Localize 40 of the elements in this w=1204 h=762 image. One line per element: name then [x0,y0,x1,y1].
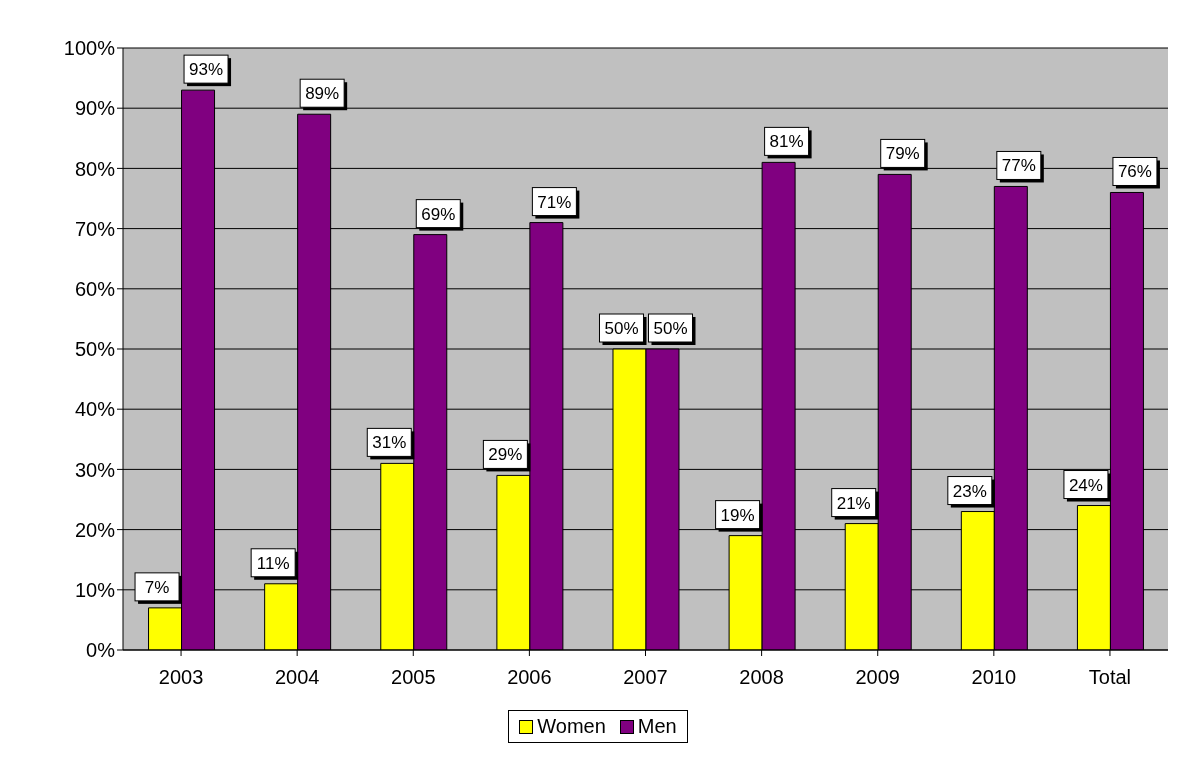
y-tick-label: 80% [74,157,116,180]
data-label: 19% [720,505,755,525]
y-tick-label: 40% [74,398,116,421]
y-tick-label: 10% [74,578,116,601]
data-label: 21% [836,493,871,513]
data-label: 89% [305,84,340,104]
data-label: 7% [144,577,170,597]
y-tick-label: 0% [86,639,116,662]
data-label: 24% [1068,475,1103,495]
data-label: 71% [537,192,572,212]
x-tick-label: Total [1088,666,1132,689]
data-label: 11% [256,553,290,573]
data-label: 29% [488,445,523,465]
y-tick-label: 30% [74,458,116,481]
data-label: 23% [952,481,987,501]
x-tick-label: 2005 [391,666,436,689]
data-label: 50% [604,319,639,338]
x-tick-label: 2009 [855,666,900,689]
data-label: 50% [653,319,688,338]
x-tick-label: 2004 [274,666,320,689]
x-tick-label: 2010 [971,666,1017,689]
y-tick-label: 60% [74,277,116,300]
data-label: 31% [372,433,407,453]
y-tick-label: 100% [63,37,116,60]
data-label: 79% [885,144,920,164]
data-label: 77% [1001,156,1036,176]
x-tick-label: 2003 [158,666,204,689]
x-tick-label: 2006 [507,666,552,689]
x-tick-label: 2007 [623,666,668,689]
y-tick-label: 90% [74,97,116,120]
data-label: 93% [189,60,224,80]
data-label: 69% [421,204,456,224]
y-tick-label: 70% [74,217,116,240]
y-tick-label: 50% [74,338,116,361]
y-tick-label: 20% [74,518,116,541]
data-label: 76% [1117,162,1152,182]
x-tick-label: 2008 [739,666,784,689]
legend-label: Men [636,715,677,738]
legend-label: Women [536,715,606,738]
data-label: 81% [769,132,804,152]
